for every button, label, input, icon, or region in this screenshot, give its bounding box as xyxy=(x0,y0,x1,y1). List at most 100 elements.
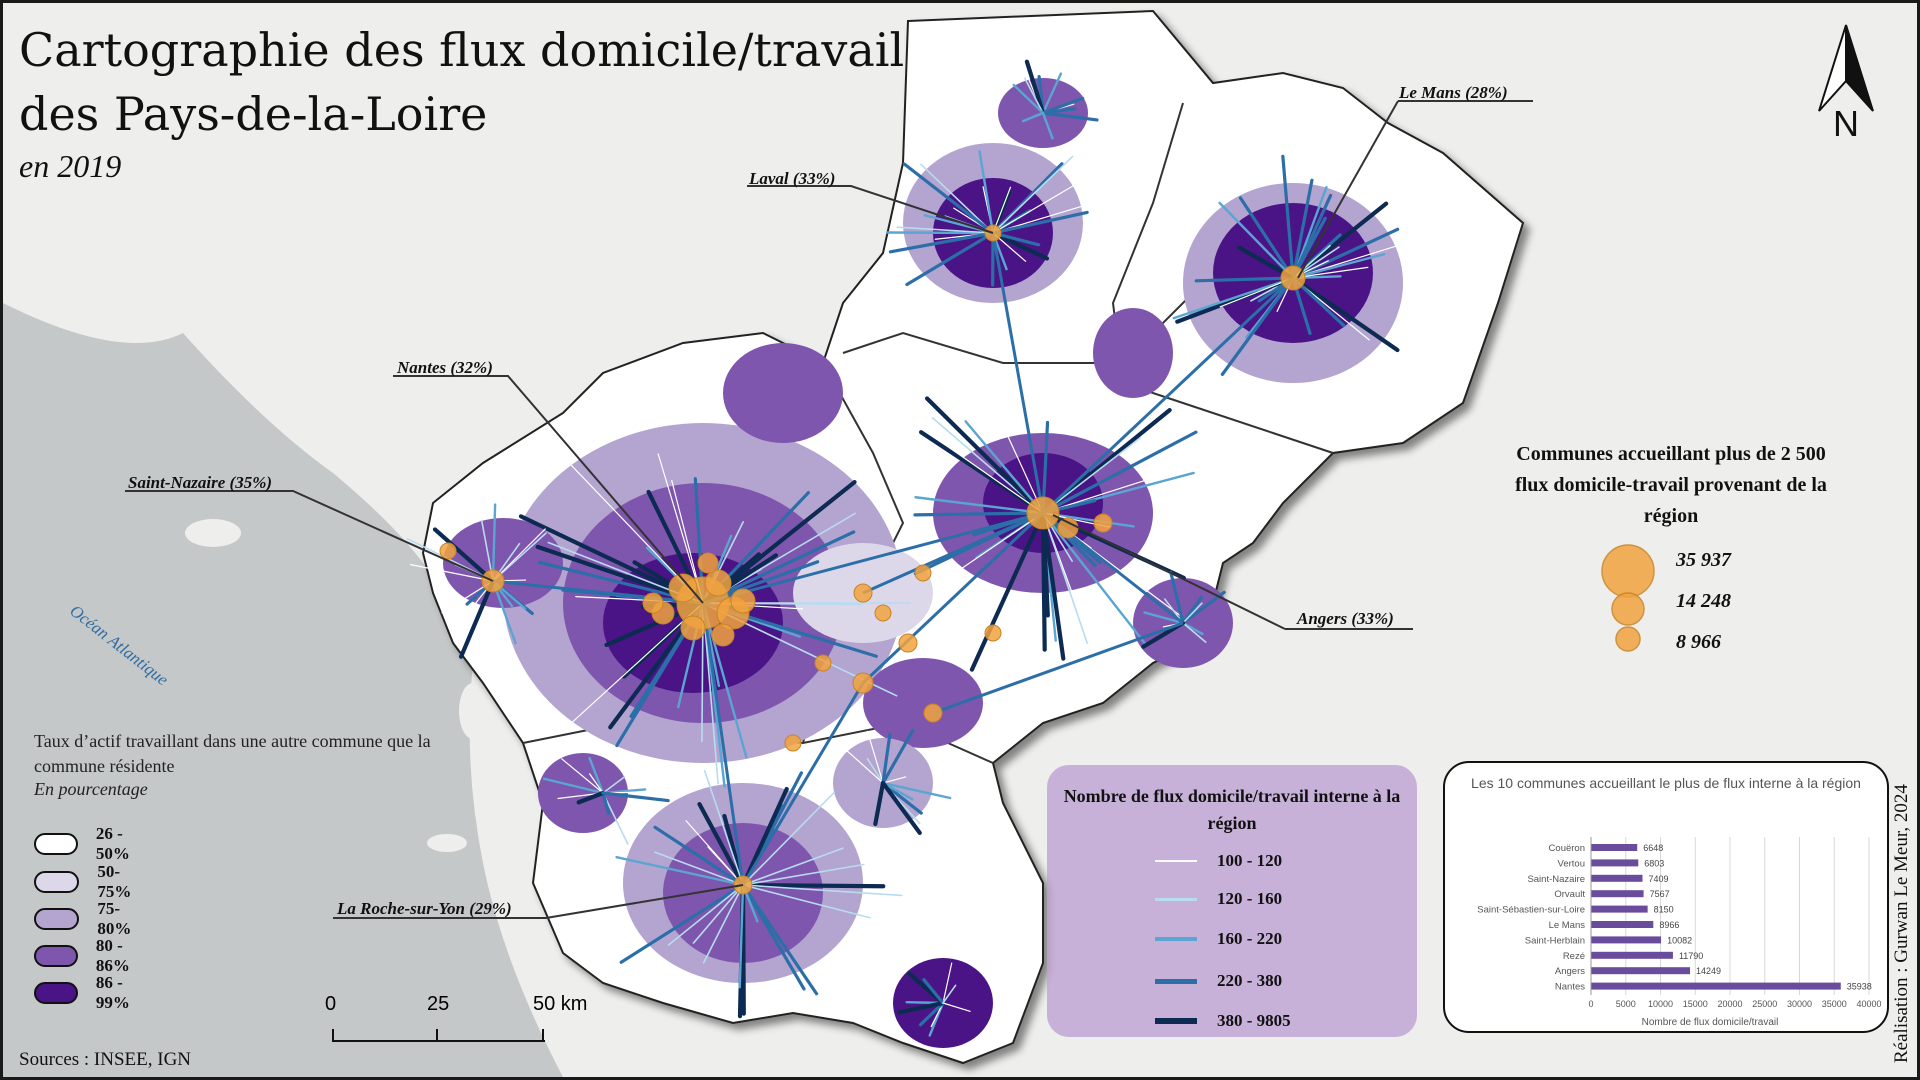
flow-line xyxy=(969,510,1046,672)
legend-rate-subtitle: En pourcentage xyxy=(34,779,148,799)
flow-line xyxy=(742,863,865,886)
scale-bar-graphic xyxy=(332,1029,545,1042)
bar-chart-category-label: Le Mans xyxy=(1549,920,1586,931)
credit-text: Réalisation : Gurwan Le Meur, 2024 xyxy=(1891,784,1912,1063)
flow-corridor xyxy=(861,511,1045,685)
flow-line xyxy=(542,777,605,795)
bar-chart-bar xyxy=(1591,982,1841,990)
north-letter: N xyxy=(1833,103,1859,144)
legend-flux-label: 100 - 120 xyxy=(1217,851,1283,870)
flow-line xyxy=(1143,611,1185,625)
flow-line xyxy=(492,528,546,582)
map-subtitle: en 2019 xyxy=(19,148,122,184)
flow-corridor xyxy=(701,602,745,886)
flow-line xyxy=(653,825,745,887)
bar-chart-value-label: 8150 xyxy=(1654,905,1674,915)
flow-line xyxy=(990,230,1050,261)
bar-chart-value-label: 35938 xyxy=(1847,982,1872,992)
flow-line xyxy=(1021,111,1045,123)
legend-circle-label: 8 966 xyxy=(1676,631,1721,653)
bar-chart-category-label: Saint-Herblain xyxy=(1525,935,1585,946)
flow-line xyxy=(410,564,494,582)
flow-line xyxy=(841,745,884,784)
legend-flux-line xyxy=(1155,897,1197,901)
island xyxy=(459,683,487,739)
legend-rate-row: 26 - 50% xyxy=(34,824,144,863)
bar-chart-x-tick: 10000 xyxy=(1648,999,1673,1009)
bar-chart-value-label: 11790 xyxy=(1679,951,1703,961)
destination-circle xyxy=(439,542,457,560)
flow-line xyxy=(738,883,745,989)
legend-circles: Communes accueillant plus de 2 500 flux … xyxy=(1511,439,1831,532)
flow-line xyxy=(741,883,819,996)
legend-swatch xyxy=(34,945,78,967)
flow-line xyxy=(602,776,626,794)
flow-line xyxy=(601,791,670,803)
flow-corridor xyxy=(492,579,704,605)
flow-line xyxy=(1291,178,1314,280)
legend-swatch-label: 26 - 50% xyxy=(95,824,130,863)
legend-swatch-label: 86 - 99% xyxy=(95,973,130,1012)
flow-line xyxy=(589,773,604,794)
legend-flux-label: 120 - 160 xyxy=(1217,889,1283,908)
bar-chart-value-label: 7567 xyxy=(1650,889,1670,899)
map-title-line-2: des Pays-de-la-Loire xyxy=(19,87,488,141)
legend-swatch xyxy=(34,871,80,893)
bar-chart-x-tick: 5000 xyxy=(1616,999,1636,1009)
flow-line xyxy=(1041,96,1085,115)
flow-line xyxy=(920,163,994,234)
flow-corridor xyxy=(862,511,1044,595)
city-label-nantes: Nantes (32%) xyxy=(397,358,493,377)
flow-line xyxy=(896,226,994,234)
flow-line xyxy=(992,155,1074,234)
flow-line xyxy=(1169,570,1185,625)
bar-chart-bar xyxy=(1591,936,1662,944)
legend-rate-row: 50- 75% xyxy=(34,862,144,901)
bar-chart-value-label: 14249 xyxy=(1696,966,1721,976)
flow-line xyxy=(924,396,1046,516)
legend-swatch xyxy=(34,982,78,1004)
flow-line xyxy=(742,884,871,919)
flow-line xyxy=(1291,253,1386,280)
bar-chart-bar xyxy=(1591,890,1644,898)
bar-chart-x-tick: 30000 xyxy=(1787,999,1812,1009)
bar-chart-category-label: Nantes xyxy=(1555,982,1585,993)
destination-circle xyxy=(1026,496,1060,530)
flow-line xyxy=(740,882,886,889)
bar-chart-bar xyxy=(1591,874,1643,882)
flow-line xyxy=(1042,512,1089,644)
label-leaders xyxy=(125,100,1533,919)
flow-line xyxy=(922,978,945,1005)
bar-chart-value-label: 7409 xyxy=(1648,874,1668,884)
flow-line xyxy=(880,780,922,835)
destination-circle xyxy=(898,633,918,653)
legend-circle-label: 35 937 xyxy=(1676,549,1731,571)
flow-line xyxy=(1238,196,1295,280)
bar-chart-value-label: 10082 xyxy=(1667,935,1692,945)
destination-circle xyxy=(984,624,1002,642)
flow-line xyxy=(576,790,606,805)
bar-chart-bar xyxy=(1591,967,1691,975)
flow-line xyxy=(619,883,745,964)
destination-circle xyxy=(814,654,832,672)
flow-line xyxy=(866,758,884,784)
legend-flux-label: 160 - 220 xyxy=(1217,929,1283,948)
flow-line xyxy=(1218,201,1295,280)
legend-swatch-label: 80 - 86% xyxy=(95,936,130,975)
bar-chart-x-tick: 40000 xyxy=(1856,999,1881,1009)
city-label-laval: Laval (33%) xyxy=(749,169,836,188)
flow-line xyxy=(1182,622,1207,643)
legend-flux-title: Nombre de flux domicile/travail interne … xyxy=(1063,786,1401,833)
destination-circle xyxy=(697,552,719,574)
flow-line xyxy=(432,527,496,584)
legend-swatch-label: 50- 75% xyxy=(97,862,132,901)
island xyxy=(427,834,467,852)
flow-line xyxy=(882,776,907,784)
flow-line xyxy=(898,411,1044,514)
city-label-saint-nazaire: Saint-Nazaire (35%) xyxy=(128,473,273,492)
legend-rate-row: 80 - 86% xyxy=(34,936,144,975)
flow-line xyxy=(1281,154,1295,280)
flow-line xyxy=(1172,276,1295,320)
flow-line xyxy=(956,512,1044,573)
bar-chart-category-label: Angers xyxy=(1555,966,1585,977)
